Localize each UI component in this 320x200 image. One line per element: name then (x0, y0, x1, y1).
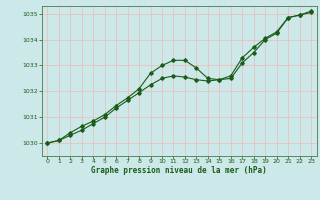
X-axis label: Graphe pression niveau de la mer (hPa): Graphe pression niveau de la mer (hPa) (91, 166, 267, 175)
